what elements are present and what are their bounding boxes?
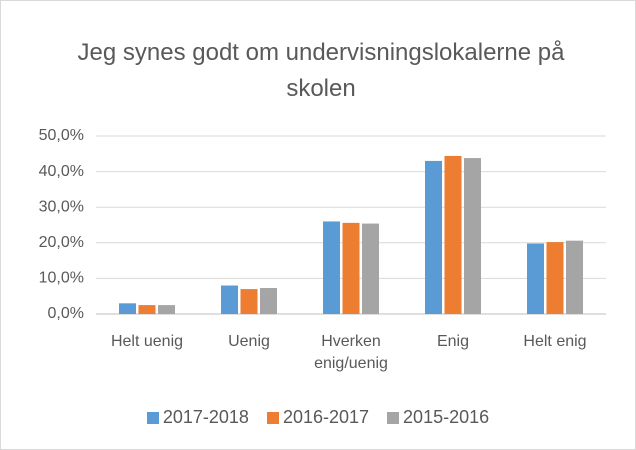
bar — [444, 155, 462, 314]
x-tick-label: Helt enig — [523, 333, 587, 350]
legend-item: 2016-2017 — [266, 407, 370, 428]
bar — [546, 242, 564, 314]
legend: 2017-2018 2016-2017 2015-2016 — [1, 407, 635, 428]
bar — [464, 158, 481, 314]
chart-title: Jeg synes godt om undervisningslokalerne… — [77, 39, 565, 102]
legend-label: 2015-2016 — [403, 407, 490, 427]
x-tick-label: Hverken enig/uenig — [314, 333, 388, 372]
legend-swatch — [266, 411, 279, 424]
y-tick-label: 20,0% — [39, 234, 84, 251]
legend-item: 2015-2016 — [387, 407, 489, 428]
bar — [240, 289, 258, 314]
x-tick-label: Enig — [436, 333, 470, 350]
x-tick-label: Uenig — [228, 333, 270, 350]
x-tick-label: Helt uenig — [110, 333, 184, 350]
bar — [362, 223, 379, 314]
legend-label: 2016-2017 — [282, 407, 370, 427]
legend-swatch — [387, 411, 400, 424]
legend-item: 2017-2018 — [146, 407, 249, 428]
bar — [425, 160, 442, 314]
bar — [138, 305, 156, 314]
y-tick-label: 0,0% — [48, 305, 84, 322]
bar — [221, 285, 238, 314]
y-tick-label: 10,0% — [39, 270, 84, 287]
bar — [527, 243, 544, 314]
bar — [342, 222, 360, 314]
bar — [566, 240, 583, 314]
legend-label: 2017-2018 — [162, 407, 249, 427]
bar — [158, 305, 175, 314]
y-tick-label: 40,0% — [39, 163, 84, 180]
y-tick-label: 30,0% — [39, 198, 84, 215]
legend-swatch — [146, 411, 159, 424]
y-tick-label: 50,0% — [39, 127, 84, 144]
bar — [323, 221, 340, 314]
bar — [119, 303, 136, 314]
bar — [260, 288, 277, 314]
